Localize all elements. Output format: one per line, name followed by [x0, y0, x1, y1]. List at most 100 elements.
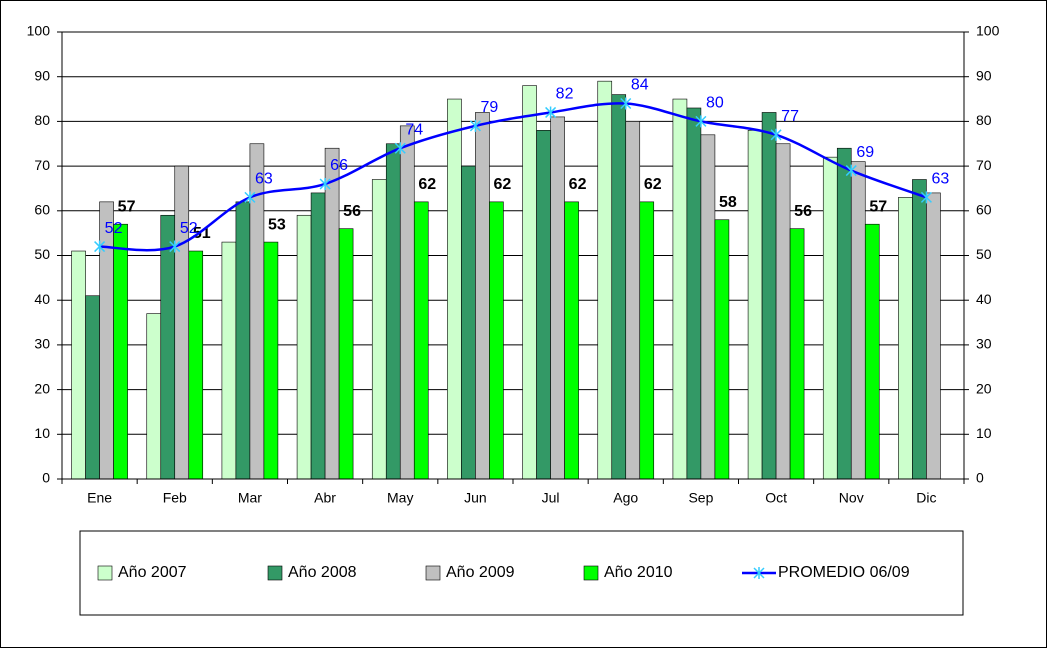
bar — [385, 143, 401, 480]
bar — [174, 165, 190, 480]
bar — [188, 250, 204, 480]
bar — [324, 147, 340, 480]
line-marker — [920, 191, 932, 204]
y2-tick-label: 50 — [976, 246, 992, 262]
data-label: 80 — [706, 95, 724, 112]
data-label: 66 — [330, 157, 348, 174]
legend-label: Año 2010 — [604, 564, 673, 581]
x-tick-label: Oct — [765, 490, 787, 506]
bar — [413, 201, 429, 480]
legend-item: Año 2010 — [583, 564, 673, 581]
bar — [475, 112, 490, 480]
bar — [686, 107, 702, 480]
legend-swatch — [425, 565, 441, 581]
bar — [611, 94, 627, 480]
legend-label: Año 2007 — [118, 564, 187, 581]
data-label: 62 — [569, 176, 587, 193]
data-label: 57 — [869, 198, 887, 215]
bar — [296, 214, 312, 480]
line-marker — [695, 115, 707, 128]
line-marker — [620, 97, 632, 110]
legend-item: Año 2009 — [425, 564, 515, 581]
y-tick-label: 20 — [34, 380, 50, 396]
x-tick-label: Ago — [613, 490, 638, 506]
line-marker — [94, 240, 106, 253]
bar — [399, 125, 415, 480]
legend-item: Año 2008 — [267, 564, 357, 581]
bar — [926, 192, 941, 480]
x-tick-label: Jul — [542, 490, 560, 506]
data-label: 63 — [932, 171, 950, 188]
data-label: 79 — [481, 99, 499, 116]
y2-tick-label: 20 — [976, 380, 992, 396]
y-tick-label: 30 — [34, 336, 50, 352]
x-tick-label: Sep — [688, 490, 713, 506]
data-label: 57 — [118, 198, 136, 215]
data-label: 62 — [494, 176, 512, 193]
bar — [912, 179, 927, 480]
data-label: 53 — [268, 216, 286, 233]
y-tick-label: 80 — [34, 112, 50, 128]
y2-tick-label: 30 — [976, 336, 992, 352]
x-tick-label: Jun — [464, 490, 487, 506]
y2-tick-label: 60 — [976, 202, 992, 218]
line-marker — [770, 128, 782, 141]
data-label: 69 — [856, 144, 874, 161]
bar — [160, 214, 176, 480]
data-label: 63 — [255, 171, 273, 188]
line-marker — [469, 119, 481, 132]
y2-tick-label: 70 — [976, 157, 992, 173]
x-tick-label: Dic — [916, 490, 936, 506]
bar — [597, 80, 613, 480]
bar — [775, 143, 791, 480]
data-label: 74 — [405, 121, 423, 138]
data-label: 62 — [418, 176, 436, 193]
bar — [536, 130, 551, 480]
bar — [700, 134, 716, 480]
bar — [747, 130, 763, 480]
bar — [522, 85, 537, 480]
line-marker — [753, 567, 765, 579]
bar — [836, 147, 852, 480]
bar — [714, 219, 730, 480]
y-tick-label: 40 — [34, 291, 50, 307]
legend-label: Año 2008 — [288, 564, 357, 581]
bar — [371, 179, 387, 480]
bar — [761, 112, 777, 480]
y2-tick-label: 0 — [976, 470, 984, 486]
legend-label: PROMEDIO 06/09 — [778, 564, 910, 581]
line — [99, 102, 927, 252]
bar — [310, 192, 326, 480]
y-tick-label: 100 — [27, 23, 51, 39]
data-label: 62 — [644, 176, 662, 193]
data-label: 84 — [631, 77, 649, 94]
bar — [625, 121, 641, 480]
bar — [489, 201, 504, 480]
bar — [461, 165, 476, 480]
bar — [338, 228, 354, 480]
legend-label: Año 2009 — [446, 564, 515, 581]
bar — [221, 241, 237, 480]
bar — [85, 295, 100, 480]
bar — [235, 201, 251, 480]
y2-tick-label: 100 — [976, 23, 1000, 39]
bar — [639, 201, 655, 480]
x-tick-label: Abr — [314, 490, 336, 506]
x-tick-label: Ene — [87, 490, 112, 506]
y2-tick-label: 40 — [976, 291, 992, 307]
data-label: 56 — [343, 203, 361, 220]
y-tick-label: 70 — [34, 157, 50, 173]
y-tick-label: 0 — [42, 470, 50, 486]
bar — [447, 98, 462, 480]
y2-tick-label: 80 — [976, 112, 992, 128]
data-label: 51 — [193, 225, 211, 242]
y2-tick-label: 90 — [976, 67, 992, 83]
y-tick-label: 60 — [34, 202, 50, 218]
bar — [822, 156, 838, 480]
legend-item: PROMEDIO 06/09 — [742, 564, 910, 581]
x-tick-label: Mar — [238, 490, 262, 506]
legend-box — [79, 530, 964, 616]
x-tick-label: Feb — [163, 490, 187, 506]
line-marker — [545, 106, 557, 119]
bar — [864, 223, 880, 480]
